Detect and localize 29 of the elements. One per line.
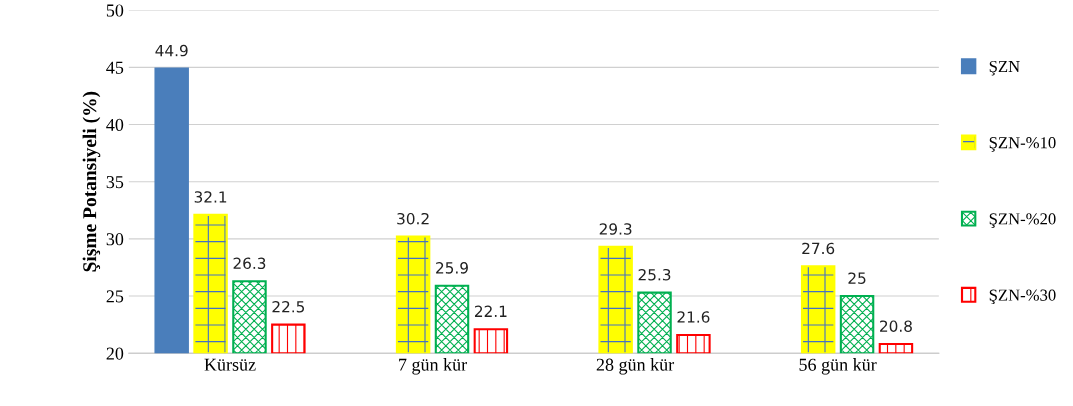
data-label: 21.6: [677, 311, 710, 323]
y-tick-label: 35: [106, 175, 124, 189]
legend-label: ŞZN: [989, 60, 1020, 76]
x-tick-label: Kürsüz: [204, 358, 256, 371]
data-label: 25.3: [638, 268, 671, 281]
x-tick-label: 28 gün kür: [596, 358, 675, 375]
data-label: 25: [848, 272, 866, 284]
y-tick-label: 50: [106, 4, 124, 17]
y-tick-label: 20: [106, 347, 124, 360]
data-label: 32.1: [194, 191, 227, 203]
x-tick-label: 56 gün kür: [799, 358, 877, 375]
data-label: 27.6: [802, 242, 835, 255]
y-tick-label: 25: [106, 290, 124, 303]
y-axis-title: Şişme Potansiyeli (%): [82, 91, 101, 272]
y-tick-label: 40: [106, 118, 124, 131]
legend-label: ŞZN-%20: [989, 213, 1056, 228]
data-label: 22.5: [272, 300, 305, 313]
x-tick-label: 7 gün kür: [399, 358, 467, 375]
legend-label: ŞZN-%10: [989, 137, 1056, 152]
y-tick-label: 30: [106, 233, 124, 246]
data-label: 20.8: [880, 320, 912, 332]
data-label: 26.3: [233, 257, 266, 270]
data-label: 22.1: [474, 305, 507, 317]
data-label: 25.9: [436, 262, 468, 274]
y-tick-label: 45: [106, 61, 124, 74]
data-label: 29.3: [599, 223, 632, 235]
legend-label: ŞZN-%30: [989, 289, 1056, 305]
data-label: 30.2: [397, 212, 429, 225]
data-label: 44.9: [155, 44, 188, 57]
